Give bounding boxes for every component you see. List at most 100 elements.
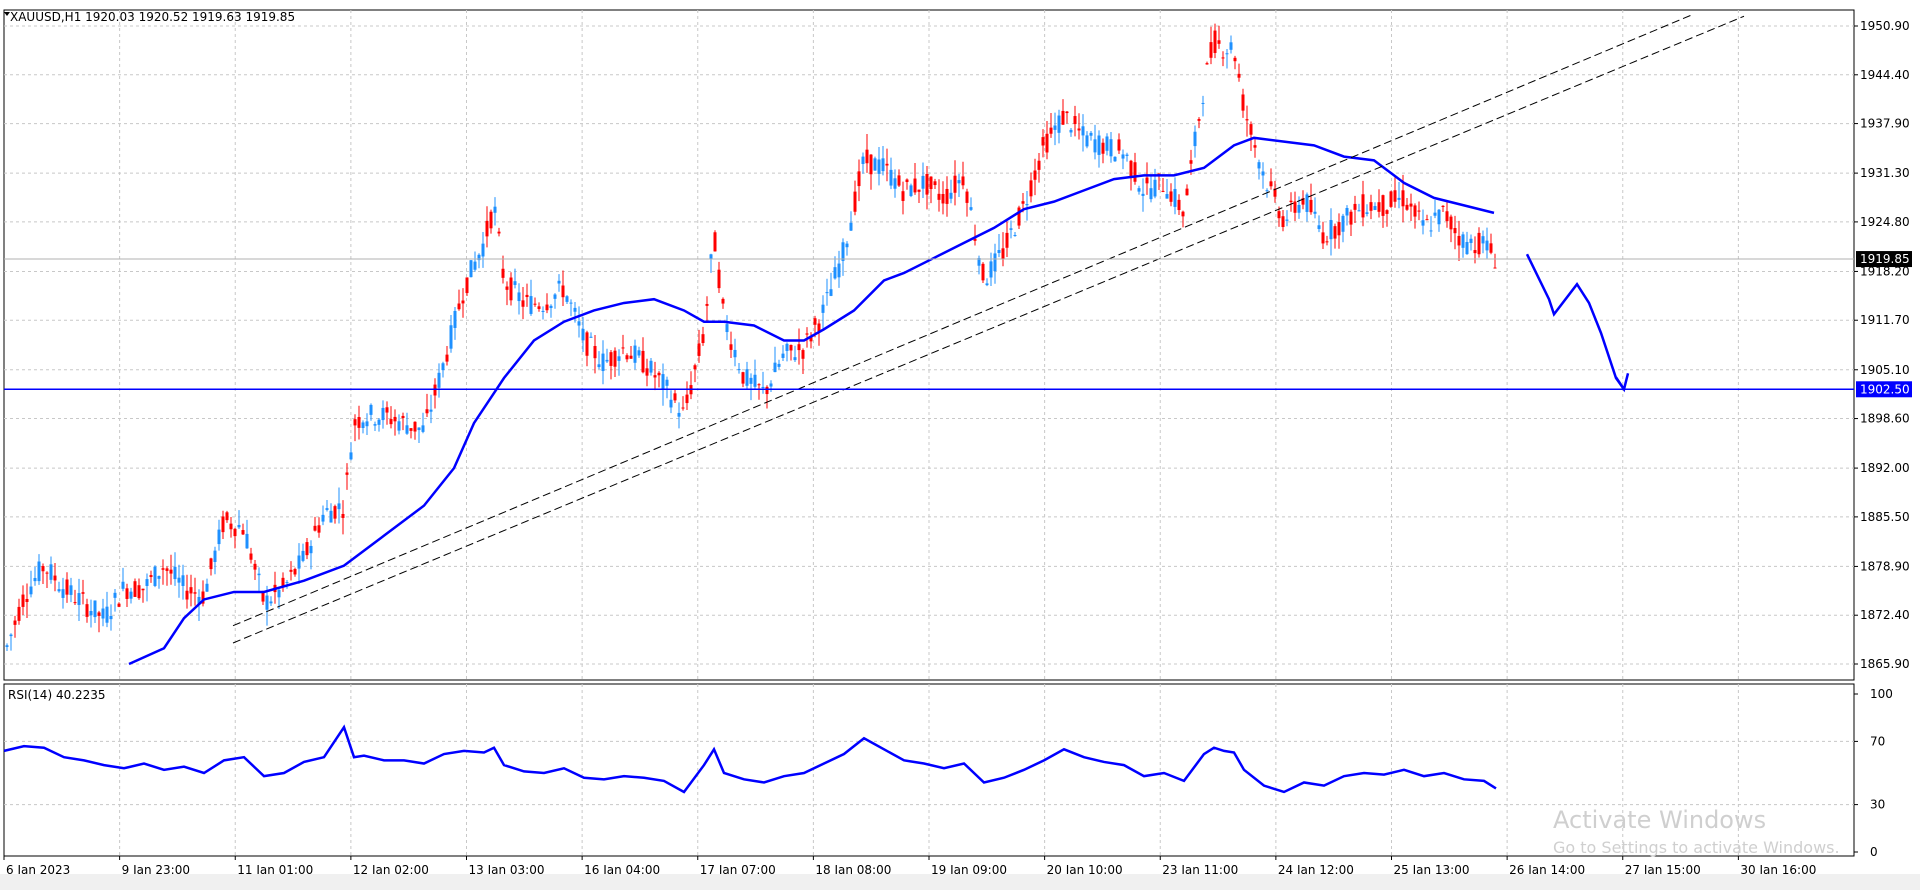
bull-candle	[1261, 171, 1265, 176]
bear-candle	[533, 303, 537, 305]
bear-candle	[65, 579, 69, 595]
bull-candle	[1485, 240, 1489, 251]
bear-candle	[593, 346, 597, 359]
bull-candle	[473, 261, 477, 270]
price-tick-label: 1892.00	[1860, 461, 1910, 475]
bear-candle	[1189, 160, 1193, 164]
bear-candle	[1049, 127, 1053, 134]
bull-candle	[1225, 53, 1229, 55]
bull-candle	[369, 404, 373, 415]
bear-candle	[1241, 94, 1245, 111]
bear-candle	[485, 220, 489, 237]
bear-candle	[13, 620, 17, 625]
bear-candle	[413, 421, 417, 432]
bear-candle	[1145, 177, 1149, 184]
bear-candle	[21, 594, 25, 607]
bear-candle	[241, 530, 245, 535]
bull-candle	[997, 250, 1001, 253]
bear-candle	[653, 375, 657, 378]
bear-candle	[1117, 139, 1121, 151]
bear-candle	[925, 174, 929, 195]
bear-candle	[341, 513, 345, 518]
bear-candle	[901, 191, 905, 201]
bull-candle	[989, 261, 993, 278]
bull-candle	[873, 158, 877, 171]
bear-candle	[953, 175, 957, 193]
bull-candle	[197, 596, 201, 605]
time-tick-label: 25 Jan 13:00	[1394, 863, 1470, 877]
time-tick-label: 16 Jan 04:00	[584, 863, 660, 877]
bear-candle	[253, 563, 257, 570]
price-tick-label: 1950.90	[1860, 19, 1910, 33]
bear-candle	[389, 419, 393, 425]
bear-candle	[489, 211, 493, 229]
bull-candle	[577, 321, 581, 326]
bear-candle	[937, 193, 941, 200]
bear-candle	[697, 343, 701, 356]
bear-candle	[981, 263, 985, 281]
bear-candle	[1205, 63, 1209, 65]
bear-candle	[385, 407, 389, 413]
bull-candle	[33, 577, 37, 582]
bear-candle	[1037, 160, 1041, 170]
time-tick-label: 27 Jan 15:00	[1625, 863, 1701, 877]
bear-candle	[797, 344, 801, 351]
bear-candle	[81, 592, 85, 594]
bear-candle	[1277, 211, 1281, 219]
bear-candle	[1129, 160, 1133, 176]
bull-candle	[469, 260, 473, 278]
bull-candle	[1313, 211, 1317, 214]
bull-candle	[1009, 228, 1013, 230]
bear-candle	[1253, 145, 1257, 148]
bull-candle	[1305, 194, 1309, 212]
bull-candle	[89, 611, 93, 616]
price-tick-label: 1911.70	[1860, 313, 1910, 327]
bear-candle	[1061, 110, 1065, 125]
bull-candle	[449, 325, 453, 349]
bear-candle	[693, 365, 697, 370]
bull-candle	[361, 422, 365, 428]
bear-candle	[1321, 232, 1325, 244]
bear-candle	[673, 393, 677, 401]
bear-candle	[1177, 199, 1181, 211]
bear-candle	[1045, 133, 1049, 153]
bear-candle	[1489, 243, 1493, 253]
bull-candle	[373, 424, 377, 426]
bull-candle	[429, 409, 433, 412]
bear-candle	[85, 604, 89, 617]
bull-candle	[1109, 139, 1113, 157]
bear-candle	[141, 588, 145, 591]
bear-candle	[885, 163, 889, 166]
bear-candle	[1197, 119, 1201, 121]
bear-candle	[1405, 204, 1409, 210]
bear-candle	[1041, 137, 1045, 146]
time-tick-label: 19 Jan 09:00	[931, 863, 1007, 877]
bear-candle	[225, 512, 229, 521]
bull-candle	[493, 206, 497, 213]
bull-candle	[9, 634, 13, 637]
bull-candle	[821, 304, 825, 313]
price-tick-label: 1872.40	[1860, 608, 1910, 622]
bull-candle	[245, 533, 249, 549]
bull-candle	[1433, 212, 1437, 216]
bull-candle	[1265, 190, 1269, 192]
bear-candle	[1425, 219, 1429, 221]
bull-candle	[321, 514, 325, 522]
bear-candle	[137, 585, 141, 599]
bear-candle	[525, 294, 529, 298]
bear-candle	[249, 553, 253, 560]
bull-candle	[893, 178, 897, 189]
bull-candle	[1093, 139, 1097, 153]
bear-candle	[209, 558, 213, 570]
time-tick-label: 18 Jan 08:00	[815, 863, 891, 877]
bear-candle	[961, 176, 965, 186]
bear-candle	[1073, 116, 1077, 125]
bear-candle	[973, 238, 977, 241]
bear-candle	[161, 568, 165, 570]
bull-candle	[553, 294, 557, 299]
time-tick-label: 9 Jan 23:00	[122, 863, 190, 877]
bear-candle	[1293, 201, 1297, 213]
bear-candle	[1493, 267, 1497, 269]
